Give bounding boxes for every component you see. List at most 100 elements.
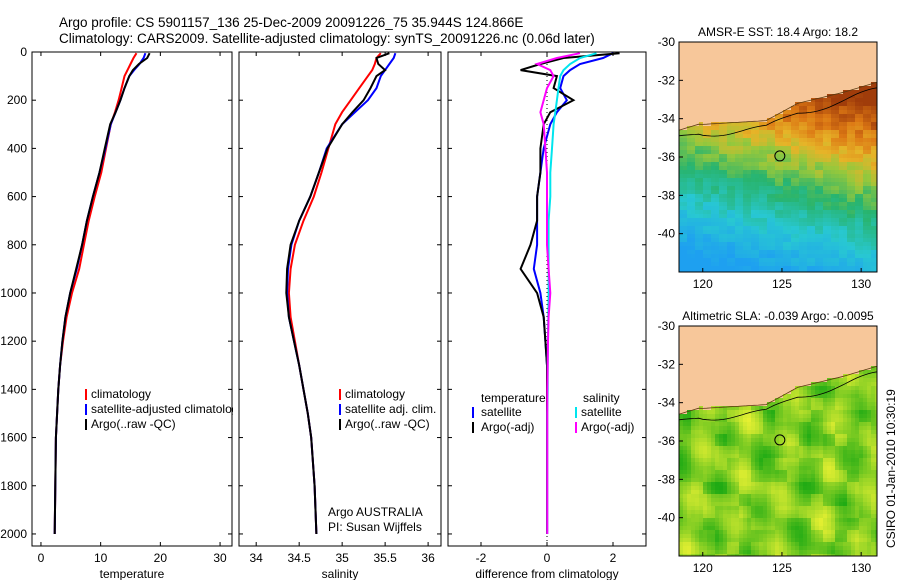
map-cell: [819, 226, 823, 230]
map-cell: [743, 422, 747, 426]
map-cell: [707, 194, 711, 198]
map-cell: [819, 270, 823, 272]
map-cell: [807, 478, 811, 482]
map-cell: [747, 542, 751, 546]
map-cell: [867, 98, 871, 102]
map-cell: [771, 554, 775, 556]
map-cell: [815, 534, 819, 538]
map-cell: [771, 238, 775, 242]
map-cell: [719, 438, 723, 442]
map-cell: [767, 402, 771, 406]
map-cell: [759, 518, 763, 522]
map-cell: [795, 270, 799, 272]
map-cell: [763, 498, 767, 502]
x-tick-label: 35: [335, 551, 349, 565]
map-cell: [683, 178, 687, 182]
map-cell: [875, 262, 877, 266]
map-cell: [699, 150, 703, 154]
map-cell: [791, 178, 795, 182]
map-cell: [859, 246, 863, 250]
map-cell: [771, 522, 775, 526]
map-cell: [823, 490, 827, 494]
map-cell: [791, 194, 795, 198]
map-cell: [839, 154, 843, 158]
map-cell: [683, 418, 687, 422]
map-cell: [767, 426, 771, 430]
map-cell: [747, 550, 751, 554]
map-cell: [787, 530, 791, 534]
map-cell: [759, 446, 763, 450]
map-cell: [719, 186, 723, 190]
map-cell: [715, 554, 719, 556]
map-cell: [699, 254, 703, 258]
map-cell: [815, 186, 819, 190]
map-cell: [771, 430, 775, 434]
map-cell: [843, 166, 847, 170]
map-cell: [799, 502, 803, 506]
map-cell: [679, 486, 683, 490]
map-cell: [791, 406, 795, 410]
map-cell: [723, 486, 727, 490]
map-cell: [795, 198, 799, 202]
map-cell: [715, 518, 719, 522]
map-cell: [827, 394, 831, 398]
map-cell: [679, 138, 683, 142]
map-cell: [775, 438, 779, 442]
map-cell: [783, 142, 787, 146]
map-cell: [695, 502, 699, 506]
map-cell: [771, 454, 775, 458]
map-cell: [751, 198, 755, 202]
map-cell: [775, 126, 779, 130]
map-cell: [795, 222, 799, 226]
map-cell: [783, 266, 787, 270]
map-cell: [803, 478, 807, 482]
map-cell: [771, 266, 775, 270]
map-cell: [871, 146, 875, 150]
map-cell: [747, 218, 751, 222]
map-cell: [715, 214, 719, 218]
map-cell: [755, 506, 759, 510]
map-cell: [691, 446, 695, 450]
map-cell: [779, 210, 783, 214]
map-cell: [687, 506, 691, 510]
map-cell: [859, 498, 863, 502]
map-cell: [783, 114, 787, 118]
map-cell: [819, 414, 823, 418]
map-cell: [679, 218, 683, 222]
map-cell: [767, 446, 771, 450]
map-cell: [799, 518, 803, 522]
map-cell: [735, 150, 739, 154]
map-cell: [791, 470, 795, 474]
map-cell: [687, 522, 691, 526]
map-cell: [759, 186, 763, 190]
map-cell: [803, 126, 807, 130]
map-cell: [791, 474, 795, 478]
map-cell: [679, 214, 683, 218]
map-cell: [783, 198, 787, 202]
map-cell: [771, 258, 775, 262]
map-cell: [743, 554, 747, 556]
map-cell: [803, 262, 807, 266]
map-cell: [743, 170, 747, 174]
map-cell: [739, 234, 743, 238]
map-cell: [871, 434, 875, 438]
map-cell: [759, 506, 763, 510]
map-cell: [727, 182, 731, 186]
map-cell: [695, 454, 699, 458]
map-cell: [759, 206, 763, 210]
map-cell: [699, 426, 703, 430]
map-cell: [751, 150, 755, 154]
map-cell: [695, 270, 699, 272]
map-cell: [747, 454, 751, 458]
map-cell: [783, 402, 787, 406]
map-cell: [815, 518, 819, 522]
map-cell: [839, 430, 843, 434]
map-cell: [851, 270, 855, 272]
map-cell: [707, 450, 711, 454]
map-cell: [839, 510, 843, 514]
map-cell: [687, 262, 691, 266]
map-cell: [691, 466, 695, 470]
map-cell: [803, 542, 807, 546]
map-cell: [683, 234, 687, 238]
map-cell: [847, 458, 851, 462]
